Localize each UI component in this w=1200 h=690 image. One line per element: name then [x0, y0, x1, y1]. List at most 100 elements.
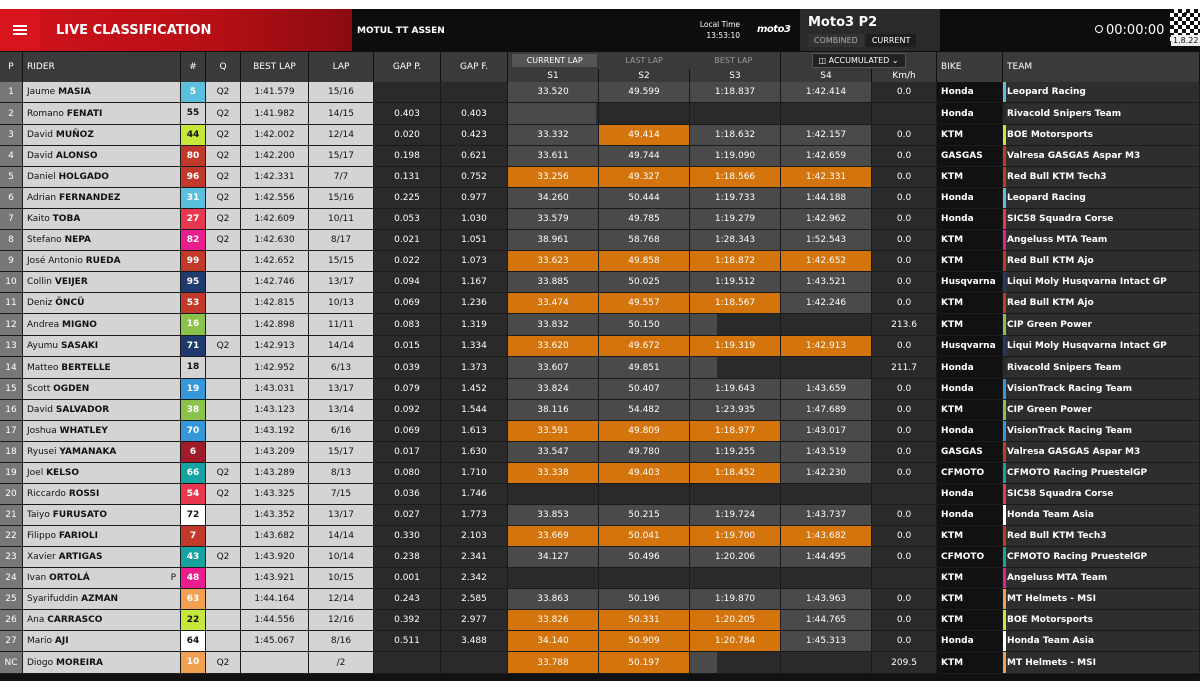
sector-2-cell: 50.331	[599, 610, 690, 631]
sector-progress-bar	[508, 103, 597, 124]
sector-progress-bar	[690, 314, 717, 335]
local-time: Local Time 13:53:10	[688, 19, 740, 41]
sector-2-cell: 54.482	[599, 400, 690, 421]
view-combined-button[interactable]: COMBINED	[808, 34, 864, 47]
table-row[interactable]: 15 Scott OGDEN 19 1:43.031 13/17 0.079 1.452 33…	[0, 379, 1200, 400]
lap-cell: 7/7	[309, 167, 374, 188]
sector-3-cell: 1:19.255	[690, 442, 782, 463]
table-row[interactable]: 3 David MUÑOZ 44 Q2 1:42.002 12/14 0.020 0.423 3…	[0, 125, 1200, 146]
rider-cell: Diogo MOREIRA	[23, 652, 181, 674]
speed-cell: 0.0	[872, 379, 938, 400]
qualified-cell	[206, 631, 241, 652]
col-qualified: Q	[206, 52, 241, 82]
page-title: LIVE CLASSIFICATION	[56, 23, 212, 38]
sector-2-cell: 49.403	[599, 463, 690, 484]
lap-cell: 7/15	[309, 484, 374, 505]
table-row[interactable]: 27 Mario AJI 64 1:45.067 8/16 0.511 3.488 34.14…	[0, 631, 1200, 652]
table-row[interactable]: 22 Filippo FARIOLI 7 1:43.682 14/14 0.330 2.10…	[0, 526, 1200, 547]
team-color-stripe	[1003, 103, 1007, 124]
sector-progress-bar	[690, 357, 717, 378]
bike-cell: Honda	[937, 188, 1004, 209]
lap-cell: 14/15	[309, 103, 374, 125]
team-cell: Red Bull KTM Tech3	[1003, 167, 1200, 188]
table-row[interactable]: 12 Andrea MIGNO 16 1:42.898 11/11 0.083 1.319 3…	[0, 314, 1200, 336]
sector-2-cell: 50.496	[599, 547, 690, 568]
sector-2-cell: 50.407	[599, 379, 690, 400]
table-row[interactable]: 2 Romano FENATI 55 Q2 1:41.982 14/15 0.403 0.40…	[0, 103, 1200, 125]
table-row[interactable]: 10 Collin VEIJER 95 1:42.746 13/17 0.094 1.167…	[0, 272, 1200, 293]
lap-cell: 15/15	[309, 251, 374, 272]
sector-4-cell: 1:52.543	[781, 230, 873, 251]
tab-current-lap[interactable]: CURRENT LAP	[512, 54, 598, 67]
expand-icon[interactable]: ⤢	[1179, 11, 1187, 22]
table-row[interactable]: 17 Joshua WHATLEY 70 1:43.192 6/16 0.069 1.613…	[0, 421, 1200, 442]
team-cell: Red Bull KTM Tech3	[1003, 526, 1200, 547]
rider-number-badge: 54	[183, 484, 203, 504]
rider-cell: David MUÑOZ	[23, 125, 181, 146]
sector-3-cell: 1:19.643	[690, 379, 782, 400]
table-row[interactable]: NC Diogo MOREIRA 10 Q2/2 33.788 50.197 209.5 KT…	[0, 652, 1200, 674]
sector-3-cell: 1:19.279	[690, 209, 782, 230]
tab-last-lap[interactable]: LAST LAP	[625, 56, 663, 65]
table-row[interactable]: 4 David ALONSO 80 Q2 1:42.200 15/17 0.198 0.621…	[0, 146, 1200, 167]
table-row[interactable]: 14 Matteo BERTELLE 18 1:42.952 6/13 0.039 1.37…	[0, 357, 1200, 379]
col-gap-previous: GAP P.	[374, 52, 441, 82]
speed-cell: 0.0	[872, 167, 938, 188]
sector-4-cell	[781, 484, 873, 505]
position-cell: 2	[0, 103, 23, 125]
col-s4: S4	[781, 69, 873, 82]
rider-last-name: ROSSI	[68, 489, 100, 499]
team-color-stripe	[1003, 463, 1007, 483]
number-cell: 63	[181, 589, 206, 610]
rider-first-name: Kaito	[27, 214, 50, 224]
sector-3-cell: 1:19.733	[690, 188, 782, 209]
table-row[interactable]: 23 Xavier ARTIGAS 43 Q2 1:43.920 10/14 0.238 2.…	[0, 547, 1200, 568]
table-row[interactable]: 19 Joel KELSO 66 Q2 1:43.289 8/13 0.080 1.710 33…	[0, 463, 1200, 484]
team-color-stripe	[1003, 589, 1007, 609]
table-row[interactable]: 5 Daniel HOLGADO 96 Q2 1:42.331 7/7 0.131 0.752…	[0, 167, 1200, 188]
table-row[interactable]: 7 Kaito TOBA 27 Q2 1:42.609 10/11 0.053 1.030 33…	[0, 209, 1200, 230]
qualified-cell	[206, 505, 241, 526]
tab-best-lap[interactable]: BEST LAP	[714, 56, 753, 65]
sector-3-cell: 1:18.452	[690, 463, 782, 484]
gap-first-cell: 1.544	[441, 400, 508, 421]
table-row[interactable]: 13 Ayumu SASAKI 71 Q2 1:42.913 14/14 0.015 1.33…	[0, 336, 1200, 357]
table-row[interactable]: 16 David SALVADOR 38 1:43.123 13/14 0.092 1.54…	[0, 400, 1200, 421]
table-row[interactable]: 21 Taiyo FURUSATO 72 1:43.352 13/17 0.027 1.77…	[0, 505, 1200, 526]
team-name: VisionTrack Racing Team	[1007, 426, 1132, 436]
gap-first-cell	[441, 82, 508, 103]
team-name: CFMOTO Racing PruestelGP	[1007, 552, 1148, 562]
qualified-cell	[206, 400, 241, 421]
col-position: P	[0, 52, 23, 82]
table-row[interactable]: 26 Ana CARRASCO 22 1:44.556 12/16 0.392 2.977 3…	[0, 610, 1200, 631]
rider-last-name: MASIA	[58, 87, 91, 97]
rider-last-name: ARTIGAS	[58, 552, 103, 562]
version-label: 1.8.22	[1171, 35, 1200, 46]
team-cell: Red Bull KTM Ajo	[1003, 293, 1200, 314]
table-row[interactable]: 24 Ivan ORTOLÁ P 48 1:43.921 10/15 0.001 2.342 K…	[0, 568, 1200, 589]
team-cell: Rivacold Snipers Team	[1003, 357, 1200, 379]
accumulated-select[interactable]: ◫ ACCUMULATED ⌄	[811, 53, 906, 68]
view-current-button[interactable]: CURRENT	[865, 34, 917, 47]
table-row[interactable]: 25 Syarifuddin AZMAN 63 1:44.164 12/14 0.243 2…	[0, 589, 1200, 610]
table-row[interactable]: 8 Stefano NEPA 82 Q2 1:42.630 8/17 0.021 1.051 3…	[0, 230, 1200, 251]
rider-number-badge: 71	[183, 336, 203, 356]
sector-2-cell: 58.768	[599, 230, 690, 251]
table-row[interactable]: 1 Jaume MASIA 5 Q2 1:41.579 15/16 33.520 49.599…	[0, 82, 1200, 103]
bike-cell: KTM	[937, 589, 1004, 610]
sector-4-cell: 1:42.230	[781, 463, 873, 484]
rider-number-badge: 6	[183, 442, 203, 462]
gap-previous-cell: 0.015	[374, 336, 441, 357]
position-cell: 7	[0, 209, 23, 230]
table-row[interactable]: 6 Adrian FERNANDEZ 31 Q2 1:42.556 15/16 0.225 0…	[0, 188, 1200, 209]
rider-first-name: Andrea	[27, 319, 60, 330]
table-row[interactable]: 18 Ryusei YAMANAKA 6 1:43.209 15/17 0.017 1.63…	[0, 442, 1200, 463]
position-cell: 14	[0, 357, 23, 379]
table-row[interactable]: 11 Deniz ÖNCÜ 53 1:42.815 10/13 0.069 1.236 33.…	[0, 293, 1200, 314]
table-row[interactable]: 20 Riccardo ROSSI 54 Q2 1:43.325 7/15 0.036 1.7…	[0, 484, 1200, 505]
menu-button[interactable]	[0, 9, 40, 51]
table-row[interactable]: 9 José Antonio RUEDA 99 1:42.652 15/15 0.022 1…	[0, 251, 1200, 272]
bike-cell: Husqvarna	[937, 272, 1004, 293]
gap-first-cell: 1.051	[441, 230, 508, 251]
gap-previous-cell	[374, 652, 441, 674]
